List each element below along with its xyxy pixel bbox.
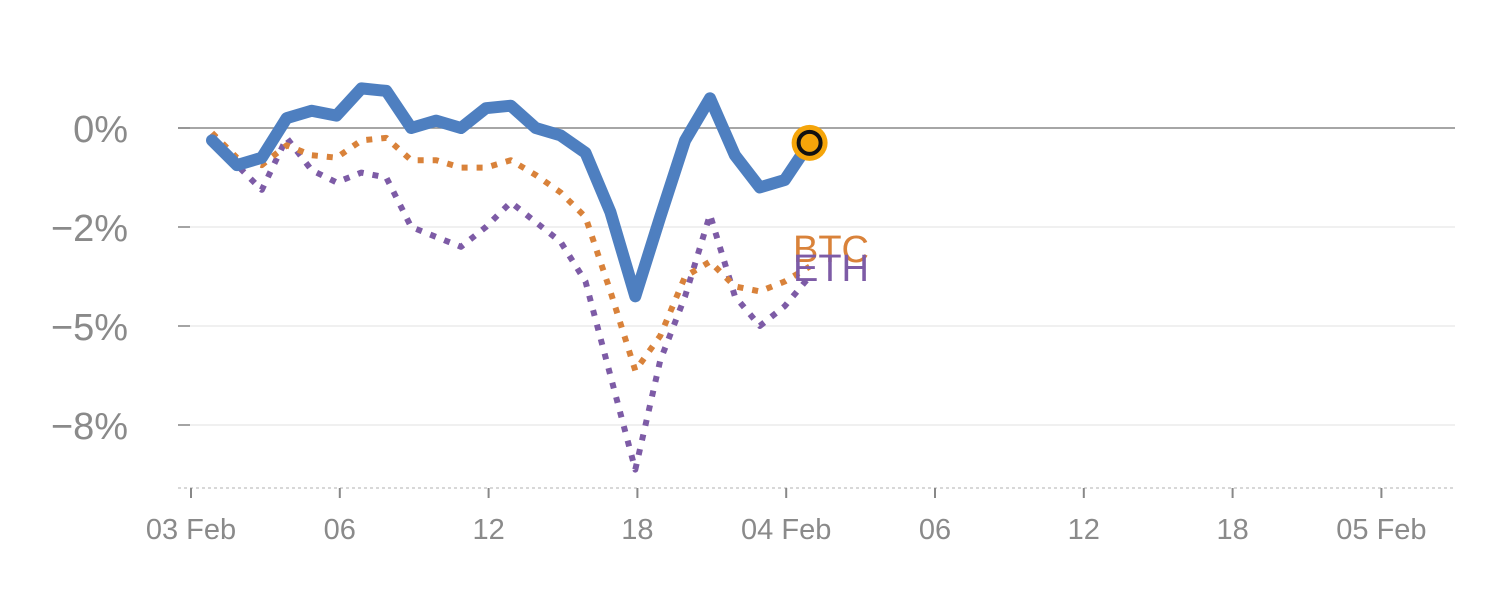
x-tick-label: 05 Feb (1336, 514, 1426, 546)
series-line-main (206, 82, 816, 303)
y-axis-ticks: 0% −2% −5% −8% (51, 109, 190, 448)
x-tick-label: 06 (919, 514, 951, 546)
series-label-btc: BTC (793, 229, 869, 271)
series-lines (206, 82, 816, 473)
y-tick-label: −2% (51, 208, 128, 250)
series-line-eth (209, 131, 812, 473)
x-axis: 03 Feb 06 12 18 04 Feb 06 12 18 05 Feb (146, 487, 1455, 546)
y-tick-label: 0% (73, 109, 128, 151)
current-point-marker (791, 124, 828, 161)
x-tick-label: 06 (324, 514, 356, 546)
x-tick-label: 18 (1216, 514, 1248, 546)
series-label-eth: ETH (793, 248, 869, 290)
current-point-dot (796, 129, 823, 156)
series-line-btc (209, 130, 812, 374)
x-tick-label: 04 Feb (741, 514, 831, 546)
x-tick-label: 18 (621, 514, 653, 546)
x-tick-label: 03 Feb (146, 514, 236, 546)
x-tick-label: 12 (1068, 514, 1100, 546)
y-tick-label: −8% (51, 406, 128, 448)
y-tick-label: −5% (51, 307, 128, 349)
x-tick-label: 12 (472, 514, 504, 546)
